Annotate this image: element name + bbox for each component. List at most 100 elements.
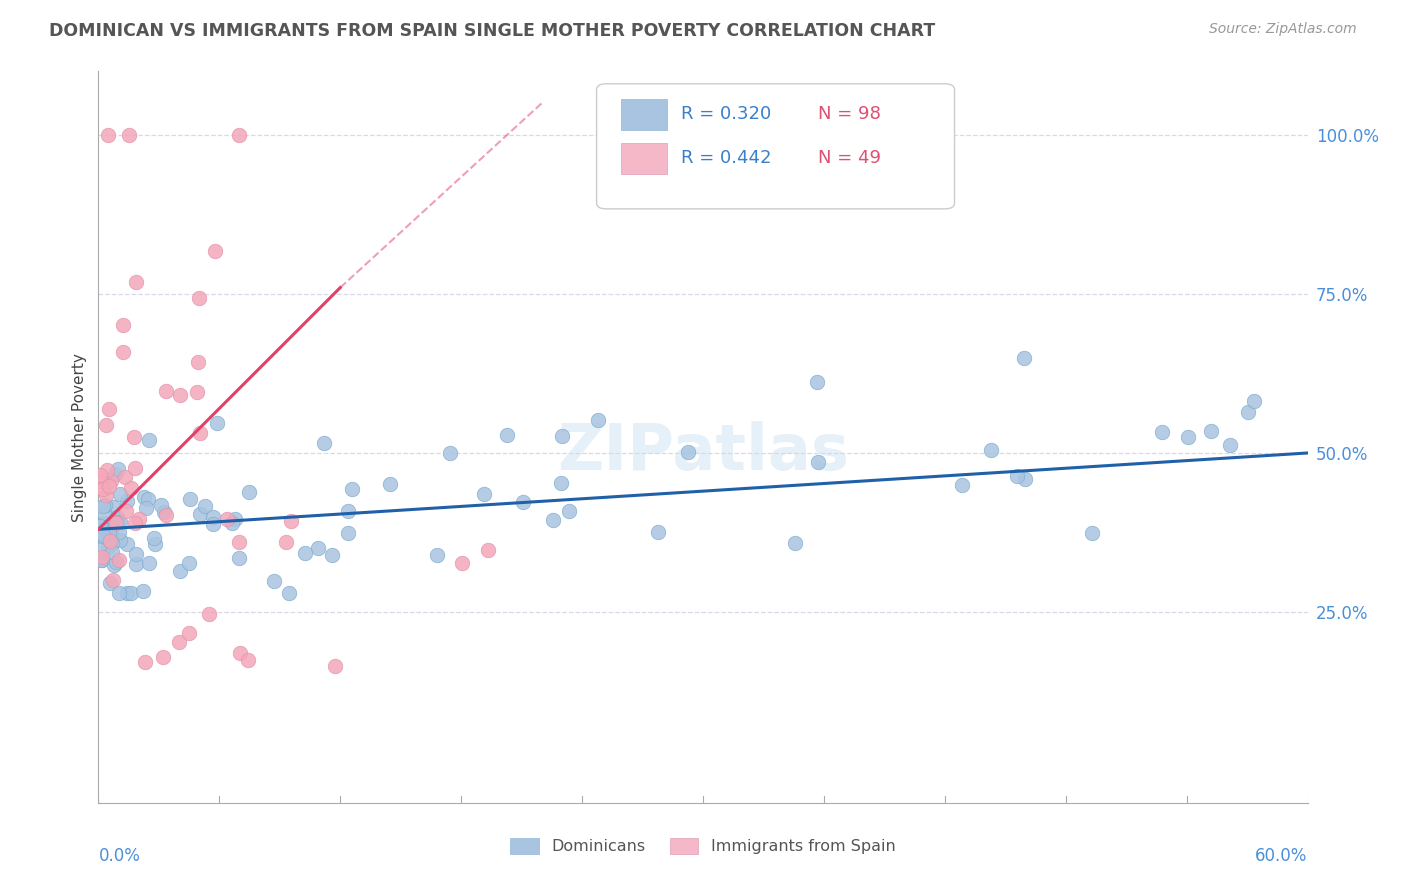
Point bbox=[115, 494, 138, 508]
Point bbox=[100, 519, 122, 533]
FancyBboxPatch shape bbox=[621, 99, 666, 130]
Point bbox=[91, 549, 114, 564]
Point bbox=[108, 586, 131, 600]
Point bbox=[215, 512, 238, 526]
Point bbox=[336, 525, 359, 540]
Point bbox=[105, 516, 128, 530]
Point bbox=[169, 387, 191, 401]
Point bbox=[89, 542, 111, 557]
Point bbox=[110, 533, 132, 547]
Point bbox=[98, 526, 121, 541]
Point bbox=[115, 537, 138, 551]
Point bbox=[950, 478, 973, 492]
Point bbox=[93, 506, 115, 520]
Point bbox=[91, 499, 114, 513]
Point bbox=[198, 607, 221, 621]
Point bbox=[138, 556, 160, 570]
Point bbox=[101, 500, 124, 515]
Point bbox=[153, 505, 176, 519]
Point bbox=[807, 455, 830, 469]
Point bbox=[228, 535, 250, 549]
Point bbox=[115, 504, 138, 518]
Point bbox=[450, 556, 472, 570]
Point bbox=[94, 523, 117, 537]
Point bbox=[1243, 394, 1265, 409]
Text: 0.0%: 0.0% bbox=[98, 847, 141, 864]
FancyBboxPatch shape bbox=[621, 143, 666, 174]
Point bbox=[194, 500, 217, 514]
Point bbox=[104, 515, 127, 529]
Point bbox=[107, 462, 129, 476]
Point bbox=[90, 474, 112, 488]
Point bbox=[108, 487, 131, 501]
Point bbox=[104, 467, 127, 482]
Point bbox=[120, 586, 142, 600]
Point bbox=[179, 492, 201, 507]
Point bbox=[477, 542, 499, 557]
Point bbox=[323, 658, 346, 673]
Point bbox=[280, 514, 302, 528]
Point bbox=[187, 355, 209, 369]
Point bbox=[806, 375, 828, 389]
Point bbox=[98, 479, 121, 493]
Point bbox=[1014, 472, 1036, 486]
Point bbox=[100, 474, 122, 488]
Point bbox=[135, 501, 157, 516]
Point bbox=[108, 524, 131, 539]
Point bbox=[100, 526, 122, 541]
Point bbox=[1177, 429, 1199, 443]
Point bbox=[187, 291, 209, 305]
Point bbox=[143, 537, 166, 551]
Point bbox=[186, 385, 208, 400]
Point bbox=[105, 510, 128, 524]
Point bbox=[138, 434, 160, 448]
Point bbox=[307, 541, 329, 555]
Point bbox=[93, 528, 115, 542]
Point bbox=[472, 487, 495, 501]
Text: N = 98: N = 98 bbox=[818, 104, 880, 123]
Point bbox=[103, 573, 125, 587]
Point bbox=[122, 430, 145, 444]
Point bbox=[97, 540, 120, 554]
Point bbox=[91, 482, 114, 496]
Point bbox=[152, 649, 174, 664]
Point bbox=[238, 485, 260, 500]
Text: N = 49: N = 49 bbox=[818, 149, 882, 167]
Point bbox=[1012, 351, 1035, 365]
Point bbox=[98, 533, 121, 548]
Point bbox=[205, 416, 228, 430]
Point bbox=[1199, 424, 1222, 438]
Point bbox=[105, 555, 128, 569]
Point bbox=[586, 413, 609, 427]
Point bbox=[676, 444, 699, 458]
Point bbox=[550, 428, 572, 442]
Point bbox=[90, 553, 112, 567]
Point bbox=[169, 564, 191, 578]
Point bbox=[647, 525, 669, 540]
Point bbox=[276, 535, 298, 549]
Legend: Dominicans, Immigrants from Spain: Dominicans, Immigrants from Spain bbox=[503, 831, 903, 861]
Text: DOMINICAN VS IMMIGRANTS FROM SPAIN SINGLE MOTHER POVERTY CORRELATION CHART: DOMINICAN VS IMMIGRANTS FROM SPAIN SINGL… bbox=[49, 22, 935, 40]
Point bbox=[98, 534, 121, 549]
Point bbox=[124, 516, 146, 530]
Point bbox=[263, 574, 285, 588]
Text: Source: ZipAtlas.com: Source: ZipAtlas.com bbox=[1209, 22, 1357, 37]
Point bbox=[202, 509, 225, 524]
Point bbox=[93, 516, 115, 530]
Point bbox=[103, 558, 125, 572]
Point bbox=[94, 499, 117, 513]
Point bbox=[96, 488, 118, 502]
Point bbox=[550, 475, 572, 490]
Point bbox=[312, 435, 335, 450]
Point bbox=[1152, 425, 1174, 440]
Point bbox=[112, 344, 135, 359]
Point bbox=[111, 318, 134, 332]
Point bbox=[204, 244, 226, 259]
Text: R = 0.320: R = 0.320 bbox=[682, 104, 772, 123]
Point bbox=[221, 516, 243, 530]
Point bbox=[132, 490, 155, 504]
Text: R = 0.442: R = 0.442 bbox=[682, 149, 772, 167]
Point bbox=[228, 128, 250, 142]
FancyBboxPatch shape bbox=[596, 84, 955, 209]
Point bbox=[128, 512, 150, 526]
